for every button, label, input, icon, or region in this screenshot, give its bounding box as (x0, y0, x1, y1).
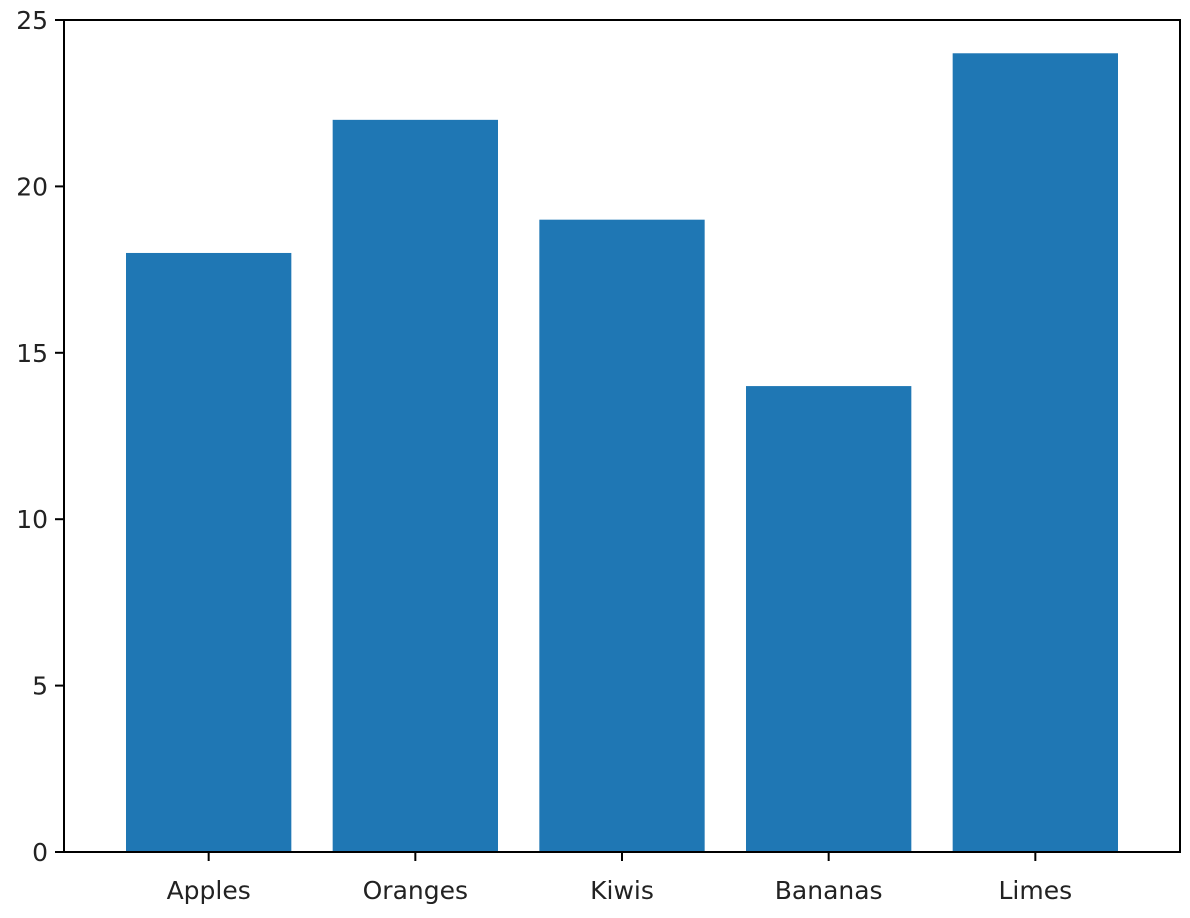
x-axis: Apples Oranges Kiwis Bananas Limes (167, 852, 1073, 905)
bar-kiwis (539, 219, 705, 852)
bar-oranges (332, 119, 498, 853)
bar-limes (952, 53, 1118, 852)
x-tick-label: Apples (167, 876, 251, 905)
y-tick-label: 5 (32, 672, 48, 701)
y-tick-label: 20 (16, 172, 48, 201)
y-tick-label: 10 (16, 505, 48, 534)
x-tick-label: Bananas (775, 876, 883, 905)
bar-bananas (746, 386, 912, 852)
y-axis: 0 5 10 15 20 25 (16, 6, 64, 867)
x-tick-label: Kiwis (590, 876, 654, 905)
y-tick-label: 25 (16, 6, 48, 35)
bars-layer (126, 53, 1118, 853)
y-tick-label: 0 (32, 838, 48, 867)
plot-frame (63, 19, 1181, 853)
x-tick-label: Limes (999, 876, 1073, 905)
y-tick-label: 15 (16, 339, 48, 368)
bar-apples (126, 252, 292, 852)
x-tick-label: Oranges (363, 876, 468, 905)
